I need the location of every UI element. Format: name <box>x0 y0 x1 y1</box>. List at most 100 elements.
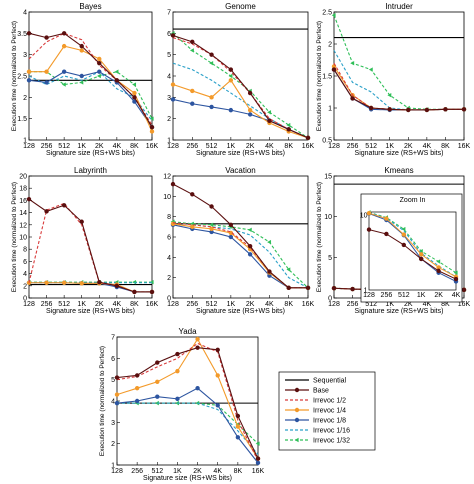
inset-x-tick-label: 256 <box>381 292 393 299</box>
x-tick-label: 1K <box>77 301 86 308</box>
marker-irrevoc-1-8 <box>190 101 195 106</box>
marker-irrevoc-1-32 <box>79 80 84 85</box>
x-tick-label: 8K <box>284 143 293 150</box>
marker-base <box>461 107 467 112</box>
marker-base <box>384 231 389 237</box>
x-tick-label: 2K <box>95 301 104 308</box>
x-axis-label: Signature size (RS+WS bits) <box>355 150 444 157</box>
y-tick-label: 4 <box>167 255 171 262</box>
marker-base <box>267 269 272 274</box>
marker-irrevoc-1-4 <box>61 43 67 49</box>
x-tick-label: 256 <box>41 143 53 150</box>
marker-irrevoc-1-8 <box>170 97 176 102</box>
marker-irrevoc-1-4 <box>26 69 32 74</box>
marker-irrevoc-1-32 <box>228 73 233 79</box>
x-tick-label: 8K <box>130 301 139 308</box>
marker-irrevoc-1-8 <box>79 73 84 79</box>
plot-area <box>28 175 153 299</box>
y-tick-label: 10 <box>163 194 171 201</box>
y-tick-label: 2 <box>23 283 27 290</box>
x-tick-label: 8K <box>234 468 243 475</box>
marker-irrevoc-1-32 <box>401 226 406 232</box>
y-tick-label: 4 <box>23 10 27 17</box>
marker-base <box>132 95 137 100</box>
x-tick-label: 512 <box>365 301 377 308</box>
y-tick-label: 2 <box>111 441 115 448</box>
x-tick-label: 4K <box>423 143 432 150</box>
x-tick-label: 2K <box>95 143 104 150</box>
x-tick-label: 8K <box>284 301 293 308</box>
x-axis-label: Signature size (RS+WS bits) <box>46 308 135 315</box>
marker-base <box>190 192 195 197</box>
x-tick-label: 128 <box>23 301 35 308</box>
x-tick-label: 128 <box>111 468 123 475</box>
y-tick-label: 1 <box>167 138 171 145</box>
marker-irrevoc-1-4 <box>235 424 241 429</box>
marker-base <box>149 289 155 295</box>
y-tick-label: 0.5 <box>322 138 332 145</box>
marker-irrevoc-1-8 <box>114 400 120 406</box>
marker-irrevoc-1-4 <box>79 281 84 286</box>
marker-base <box>294 387 300 393</box>
marker-base <box>44 209 49 214</box>
x-tick-label: 4K <box>113 143 122 150</box>
series-irrevoc-1-4 <box>172 79 309 139</box>
marker-irrevoc-1-4 <box>401 232 406 237</box>
y-tick-label: 20 <box>19 174 27 181</box>
marker-irrevoc-1-8 <box>294 417 300 423</box>
x-tick-label: 2K <box>193 468 202 475</box>
x-tick-label: 256 <box>186 301 198 308</box>
x-tick-label: 512 <box>151 468 163 475</box>
inset-series-base <box>368 229 457 280</box>
y-tick-label: 5 <box>328 255 332 262</box>
marker-base <box>170 181 176 187</box>
x-tick-label: 512 <box>206 301 218 308</box>
inset-y-tick-label: 1 <box>364 288 368 295</box>
x-tick-label: 512 <box>206 143 218 150</box>
series-base <box>28 32 153 128</box>
series-irrevoc-1-8 <box>116 387 259 464</box>
x-tick-label: 8K <box>441 143 450 150</box>
y-tick-label: 18 <box>19 186 27 193</box>
marker-base <box>114 78 120 83</box>
marker-base <box>149 125 155 130</box>
y-axis-label: Execution time (normalized to Perfect) <box>99 346 106 456</box>
marker-irrevoc-1-4 <box>175 368 180 374</box>
marker-irrevoc-1-4 <box>79 48 84 53</box>
y-tick-label: 4 <box>111 399 115 406</box>
series-irrevoc-1-4 <box>116 338 259 459</box>
x-tick-label: 8K <box>130 143 139 150</box>
marker-base <box>26 196 32 202</box>
marker-irrevoc-1-8 <box>209 104 214 110</box>
marker-irrevoc-1-4 <box>209 226 214 232</box>
x-tick-label: 2K <box>246 301 255 308</box>
marker-base <box>61 203 67 208</box>
x-tick-label: 128 <box>167 301 179 308</box>
y-tick-label: 5 <box>111 377 115 384</box>
inset-plot-area <box>368 211 457 291</box>
marker-irrevoc-1-32 <box>267 110 272 115</box>
marker-base <box>114 283 120 288</box>
marker-base <box>401 242 406 248</box>
marker-base <box>209 52 214 57</box>
inset-x-tick-label: 512 <box>398 292 410 299</box>
marker-base <box>215 347 220 352</box>
x-tick-label: 1K <box>77 143 86 150</box>
y-tick-label: 7 <box>167 10 171 17</box>
legend-label-irrevoc-1-2: Irrevoc 1/2 <box>313 398 346 405</box>
x-tick-label: 128 <box>167 143 179 150</box>
marker-irrevoc-1-4 <box>97 56 102 62</box>
chart-title: Genome <box>225 2 256 11</box>
x-axis-label: Signature size (RS+WS bits) <box>143 475 232 482</box>
marker-irrevoc-1-4 <box>190 88 195 94</box>
x-tick-label: 16K <box>458 143 471 150</box>
y-tick-label: 7 <box>111 335 115 342</box>
y-tick-label: 2 <box>167 116 171 123</box>
marker-irrevoc-1-4 <box>134 386 140 391</box>
marker-base <box>368 105 374 111</box>
marker-base <box>453 276 459 282</box>
series-base <box>333 69 464 111</box>
inset-series-irrevoc-1-8 <box>368 213 457 282</box>
inset-x-tick-label: 1K <box>417 292 426 299</box>
